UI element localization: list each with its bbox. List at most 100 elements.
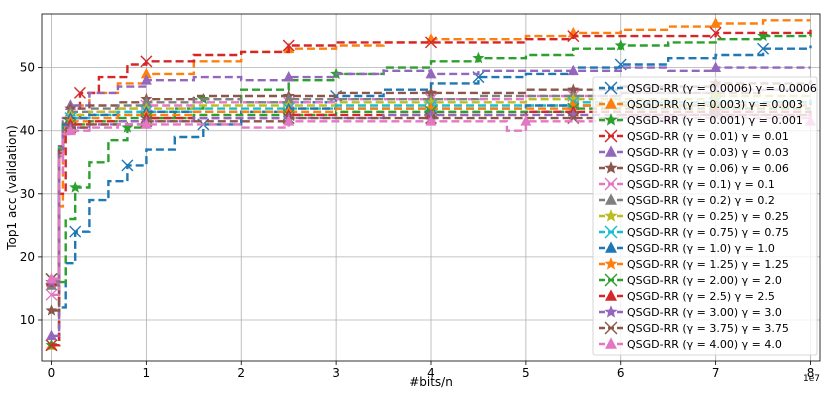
data-point [472,51,485,64]
data-point [710,61,722,73]
data-point [567,64,579,76]
legend-label: QSGD-RR (γ = 3.00) γ = 3.0 [627,306,782,319]
legend-entry: QSGD-RR (γ = 0.06) γ = 0.06 [599,161,789,175]
data-point [604,273,618,287]
y-axis-label: Top1 acc (validation) [5,125,19,251]
x-tick-label: 1 [143,366,151,380]
data-point [604,321,618,335]
legend: QSGD-RR (γ = 0.0006) γ = 0.0006 QSGD-RR (… [592,76,818,356]
y-tick-label: 10 [20,313,35,327]
legend-label: QSGD-RR (γ = 0.1) γ = 0.1 [627,178,775,191]
data-point [604,113,618,126]
data-point [45,329,57,341]
legend-label: QSGD-RR (γ = 1.25) γ = 1.25 [627,258,789,271]
data-point [69,181,82,193]
data-point [710,17,722,28]
y-tick-label: 20 [20,250,35,264]
data-point [605,337,617,349]
legend-label: QSGD-RR (γ = 0.01) γ = 0.01 [627,130,789,143]
data-point [605,193,617,205]
data-point [64,124,76,136]
legend-entry: QSGD-RR (γ = 0.001) γ = 0.001 [599,113,803,127]
data-point [425,108,437,121]
legend-label: QSGD-RR (γ = 0.001) γ = 0.001 [627,114,803,127]
series-layer [45,17,817,352]
legend-entry: QSGD-RR (γ = 4.00) γ = 4.0 [599,337,782,351]
legend-entry: QSGD-RR (γ = 0.0006) γ = 0.0006 [599,81,817,95]
legend-entry: QSGD-RR (γ = 0.25) γ = 0.25 [599,209,789,223]
data-point [604,305,618,318]
data-point [605,97,617,109]
data-point [604,225,618,239]
data-point [567,83,580,95]
x-tick-label: 4 [427,366,435,380]
legend-entry: QSGD-RR (γ = 0.03) γ = 0.03 [599,145,789,159]
x-offset-label: 1e7 [803,374,820,384]
x-tick-label: 5 [522,366,530,380]
legend-label: QSGD-RR (γ = 0.75) γ = 0.75 [627,226,789,239]
legend-entry: QSGD-RR (γ = 0.01) γ = 0.01 [599,129,789,143]
data-point [604,177,618,191]
data-point [567,30,580,43]
data-point [45,339,58,352]
legend-label: QSGD-RR (γ = 1.0) γ = 1.0 [627,242,775,255]
legend-label: QSGD-RR (γ = 0.03) γ = 0.03 [627,146,789,159]
data-point [605,289,617,301]
y-tick-label: 40 [20,124,35,138]
data-point [567,99,580,111]
legend-entry: QSGD-RR (γ = 0.75) γ = 0.75 [599,225,789,239]
data-point [283,93,295,104]
data-point [604,209,618,222]
x-tick-label: 3 [332,366,340,380]
series-line [51,32,812,347]
legend-entry: QSGD-RR (γ = 3.00) γ = 3.0 [599,305,782,319]
data-point [140,67,152,79]
data-point [121,159,134,172]
legend-entry: QSGD-RR (γ = 2.5) γ = 2.5 [599,289,775,303]
data-point [282,39,295,52]
data-point [121,121,134,133]
x-tick-label: 8 [807,366,815,380]
data-point [604,257,618,270]
legend-label: QSGD-RR (γ = 0.06) γ = 0.06 [627,162,789,175]
data-point [140,96,152,107]
legend-label: QSGD-RR (γ = 2.5) γ = 2.5 [627,290,775,303]
legend-label: QSGD-RR (γ = 0.2) γ = 0.2 [627,194,775,207]
x-tick-label: 7 [712,366,720,380]
legend-entry: QSGD-RR (γ = 0.2) γ = 0.2 [599,193,775,207]
data-point [73,86,86,99]
y-tick-label: 30 [20,187,35,201]
series-line [51,113,812,284]
data-point [567,108,580,121]
data-point [283,71,295,82]
data-point [425,96,437,108]
series-line [51,107,811,281]
x-tick-label: 6 [617,366,625,380]
data-point [45,288,58,301]
data-point [520,115,532,126]
legend-entry: QSGD-RR (γ = 1.0) γ = 1.0 [599,241,775,255]
data-point [604,129,618,143]
data-point [45,304,58,316]
data-point [140,118,152,129]
legend-label: QSGD-RR (γ = 0.25) γ = 0.25 [627,210,789,223]
data-point [757,42,770,55]
data-point [757,29,770,42]
legend-label: QSGD-RR (γ = 0.003) γ = 0.003 [627,98,803,111]
data-point [425,102,437,114]
data-point [425,86,437,98]
data-point [605,145,617,157]
legend-entry: QSGD-RR (γ = 0.003) γ = 0.003 [599,97,803,111]
legend-box [592,76,818,356]
data-point [283,115,295,126]
data-point [567,26,579,38]
legend-label: QSGD-RR (γ = 0.0006) γ = 0.0006 [627,82,817,95]
data-point [604,161,618,174]
data-point [425,36,437,49]
data-point [69,225,82,238]
data-point [604,81,618,95]
data-point [605,241,617,253]
data-point [140,55,153,68]
x-tick-label: 0 [48,366,56,380]
